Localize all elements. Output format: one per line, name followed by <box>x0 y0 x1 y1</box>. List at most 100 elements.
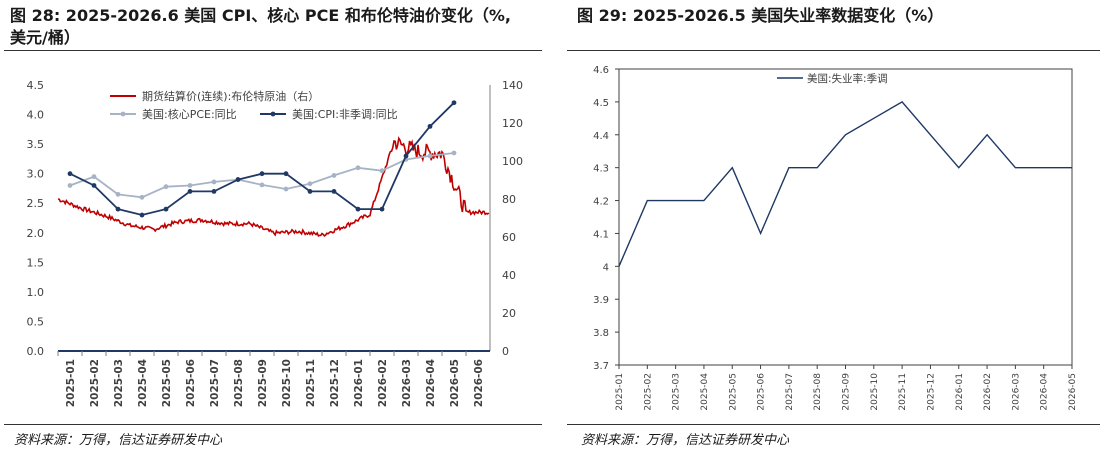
x-tick-label: 2025-11 <box>305 359 317 407</box>
legend-label-brent: 期货结算价(连续):布伦特原油（右） <box>142 89 319 103</box>
x-tick-label: 2025-02 <box>89 359 101 407</box>
left-source-rule <box>4 424 542 425</box>
series-point-cpi <box>235 177 241 182</box>
series-point-cpi <box>139 212 145 218</box>
series-point-cpi <box>379 206 385 212</box>
series-point-core-pce <box>451 150 457 156</box>
series-point-cpi <box>67 171 73 177</box>
series-point-cpi <box>187 189 193 194</box>
x-tick-label: 2025-07 <box>209 359 221 407</box>
y-tick-label: 4.3 <box>593 164 609 175</box>
x-tick-label: 2025-03 <box>672 373 682 411</box>
left-y-tick-label: 3.5 <box>27 138 45 151</box>
y-tick-label: 3.8 <box>593 328 609 339</box>
right-title-rule <box>567 50 1100 51</box>
right-y-tick-label: 40 <box>502 269 516 282</box>
series-point-cpi <box>331 189 337 194</box>
x-tick-label: 2025-12 <box>329 359 341 407</box>
plot-area-frame <box>618 68 1073 366</box>
legend-marker-cpi <box>270 111 276 117</box>
series-point-core-pce <box>331 173 337 178</box>
x-tick-label: 2026-05 <box>1068 373 1078 411</box>
y-tick-label: 4.1 <box>593 229 609 240</box>
x-tick-label: 2025-06 <box>757 373 767 411</box>
series-point-cpi <box>259 171 265 177</box>
y-tick-label: 4.6 <box>593 65 609 76</box>
x-tick-label: 2026-03 <box>401 359 413 407</box>
right-y-tick-label: 140 <box>502 79 523 92</box>
x-tick-label: 2025-06 <box>185 359 197 407</box>
x-tick-label: 2025-08 <box>233 359 245 407</box>
series-point-cpi <box>115 206 121 212</box>
x-tick-label: 2025-04 <box>137 359 149 407</box>
left-chart-panel: 图 28: 2025-2026.6 美国 CPI、核心 PCE 和布伦特油价变化… <box>0 0 548 452</box>
x-tick-label: 2025-04 <box>700 373 710 411</box>
legend-marker-core-pce <box>120 111 126 117</box>
left-y-tick-label: 3.0 <box>27 168 45 181</box>
right-chart: 3.7 3.8 3.9 4 4.1 4.2 4.3 4.4 4.5 4.6 2025-01 2025-… <box>593 65 1078 411</box>
left-y-tick-label: 1.5 <box>27 256 45 269</box>
x-tick-label: 2026-02 <box>983 373 993 411</box>
left-title-line2: 美元/桶） <box>10 28 80 47</box>
series-point-cpi <box>403 153 409 159</box>
x-tick-label: 2025-11 <box>898 373 908 411</box>
right-y-tick-label: 60 <box>502 231 516 244</box>
right-source: 资料来源：万得，信达证券研发中心 <box>581 433 790 448</box>
series-point-core-pce <box>67 183 73 188</box>
left-y-tick-label: 2.5 <box>27 197 45 210</box>
right-y-tick-label: 20 <box>502 307 516 320</box>
x-tick-label: 2026-04 <box>425 359 437 407</box>
y-tick-label: 4 <box>603 262 609 273</box>
x-tick-label: 2025-09 <box>842 373 852 411</box>
x-tick-label: 2025-10 <box>281 359 293 407</box>
x-tick-label: 2026-05 <box>449 359 461 407</box>
x-tick-label: 2025-03 <box>113 359 125 407</box>
series-point-core-pce <box>187 183 193 188</box>
legend-label-unemployment: 美国:失业率:季调 <box>807 72 888 85</box>
x-tick-label: 2025-05 <box>161 359 173 407</box>
left-source: 资料来源：万得，信达证券研发中心 <box>14 433 223 448</box>
legend-label-core-pce: 美国:核心PCE:同比 <box>142 107 237 121</box>
left-y-tick-label: 4.5 <box>27 79 45 92</box>
y-tick-label: 3.9 <box>593 295 609 306</box>
y-tick-label: 3.7 <box>593 361 609 372</box>
x-tick-label: 2026-04 <box>1040 373 1050 411</box>
left-y-tick-label: 1.0 <box>27 286 45 299</box>
y-tick-label: 4.4 <box>593 131 609 142</box>
x-tick-label: 2026-02 <box>377 359 389 407</box>
x-tick-label: 2026-01 <box>353 359 365 407</box>
series-point-core-pce <box>211 179 217 185</box>
right-chart-title: 图 29: 2025-2026.5 美国失业率数据变化（%） <box>577 6 944 25</box>
right-source-rule <box>567 424 1100 425</box>
x-tick-label: 2026-01 <box>955 373 965 411</box>
series-point-cpi <box>355 206 361 212</box>
series-point-core-pce <box>379 168 385 174</box>
series-point-core-pce <box>115 191 121 197</box>
right-y-tick-label: 120 <box>502 117 523 130</box>
series-point-core-pce <box>259 182 265 188</box>
series-point-cpi <box>451 100 457 106</box>
series-point-cpi <box>427 123 433 129</box>
series-point-cpi <box>307 189 313 194</box>
series-line-unemployment <box>618 101 1072 267</box>
series-point-cpi <box>91 183 97 188</box>
x-tick-label: 2025-08 <box>813 373 823 411</box>
x-tick-label: 2025-09 <box>257 359 269 407</box>
right-chart-panel: 图 29: 2025-2026.5 美国失业率数据变化（%） 3.7 3.8 3.9… <box>567 0 1104 452</box>
x-tick-label: 2025-01 <box>65 359 77 407</box>
x-tick-label: 2025-02 <box>643 373 653 411</box>
series-point-core-pce <box>355 165 361 171</box>
left-chart-title: 图 28: 2025-2026.6 美国 CPI、核心 PCE 和布伦特油价变化… <box>10 5 511 49</box>
x-tick-label: 2025-05 <box>728 373 738 411</box>
left-title-line1: 图 28: 2025-2026.6 美国 CPI、核心 PCE 和布伦特油价变化… <box>10 6 511 25</box>
left-y-tick-label: 4.0 <box>27 109 45 122</box>
series-point-core-pce <box>91 174 97 180</box>
x-tick-label: 2025-01 <box>615 373 625 411</box>
x-tick-label: 2026-03 <box>1011 373 1021 411</box>
left-y-tick-label: 2.0 <box>27 227 45 240</box>
left-y-tick-label: 0.5 <box>27 315 45 328</box>
legend-label-cpi: 美国:CPI:非季调:同比 <box>292 108 398 121</box>
series-point-core-pce <box>307 181 313 187</box>
series-point-cpi <box>163 206 169 212</box>
x-tick-label: 2025-07 <box>785 373 795 411</box>
